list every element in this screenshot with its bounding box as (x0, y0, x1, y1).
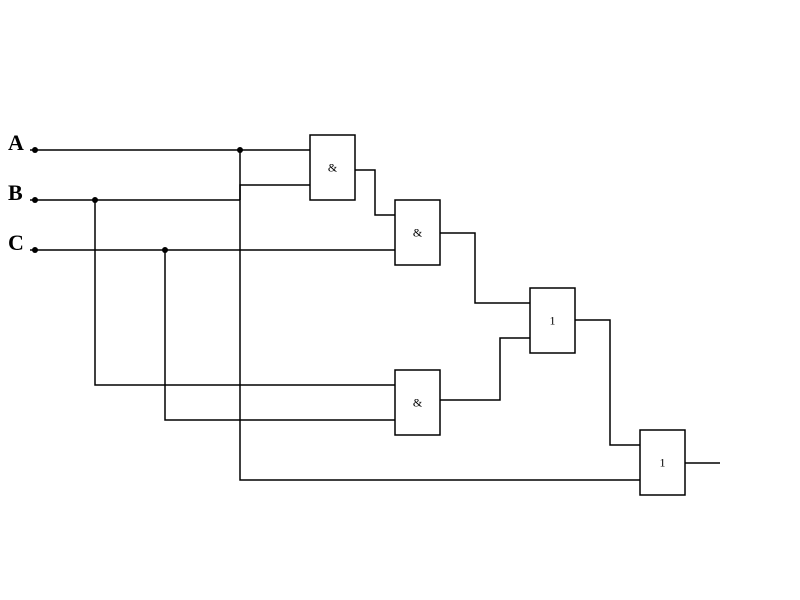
input-label-A: A (8, 130, 24, 155)
wire (575, 320, 640, 445)
junction-dot (237, 147, 243, 153)
gate-label-or1: 1 (550, 313, 556, 327)
logic-diagram: & & & 1 1 ABC (0, 0, 800, 600)
junction-dot (92, 197, 98, 203)
gate-label-and2: & (413, 225, 423, 239)
gate-label-and3: & (413, 395, 423, 409)
wire (440, 338, 530, 400)
wire (165, 250, 395, 420)
junction-dot (162, 247, 168, 253)
gate-label-or2: 1 (660, 455, 666, 469)
wire (355, 170, 395, 215)
wire (440, 233, 530, 303)
wire (240, 185, 310, 200)
junction-dot (32, 247, 38, 253)
wire (95, 200, 395, 385)
junction-dot (32, 147, 38, 153)
junction-dot (32, 197, 38, 203)
input-label-B: B (8, 180, 23, 205)
gate-label-and1: & (328, 160, 338, 174)
input-label-C: C (8, 230, 24, 255)
